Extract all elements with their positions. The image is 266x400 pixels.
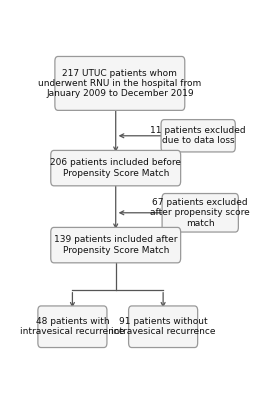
Text: 67 patients excluded
after propensity score
match: 67 patients excluded after propensity sc… — [150, 198, 250, 228]
Text: 91 patients without
intravesical recurrence: 91 patients without intravesical recurre… — [111, 317, 215, 336]
Text: 11 patients excluded
due to data loss: 11 patients excluded due to data loss — [150, 126, 246, 146]
Text: 217 UTUC patients whom
underwent RNU in the hospital from
January 2009 to Decemb: 217 UTUC patients whom underwent RNU in … — [38, 68, 201, 98]
FancyBboxPatch shape — [55, 56, 185, 110]
FancyBboxPatch shape — [162, 194, 238, 232]
FancyBboxPatch shape — [51, 228, 181, 263]
FancyBboxPatch shape — [128, 306, 198, 348]
FancyBboxPatch shape — [161, 120, 235, 152]
FancyBboxPatch shape — [38, 306, 107, 348]
FancyBboxPatch shape — [51, 150, 181, 186]
Text: 139 patients included after
Propensity Score Match: 139 patients included after Propensity S… — [54, 236, 177, 255]
Text: 206 patients included before
Propensity Score Match: 206 patients included before Propensity … — [50, 158, 181, 178]
Text: 48 patients with
intravesical recurrence: 48 patients with intravesical recurrence — [20, 317, 125, 336]
